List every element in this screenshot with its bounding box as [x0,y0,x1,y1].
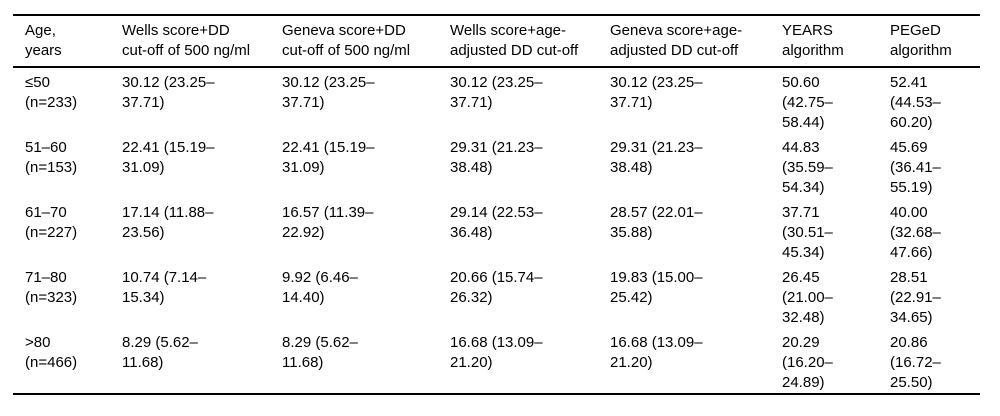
table-cell: 52.41 (44.53– 60.20) [890,74,941,131]
table-row: 61–70 (n=227) 17.14 (11.88– 23.56) 16.57… [13,198,980,263]
table-cell: 8.29 (5.62– 11.68) [122,334,198,371]
table-cell: 26.45 (21.00– 32.48) [782,269,833,326]
table-cell: 29.31 (21.23– 38.48) [450,139,543,176]
table-cell: 44.83 (35.59– 54.34) [782,139,833,196]
table-cell: 17.14 (11.88– 23.56) [122,204,214,241]
table-cell: 50.60 (42.75– 58.44) [782,74,833,131]
table-cell: 22.41 (15.19– 31.09) [122,139,215,176]
column-header-age: Age, years [13,15,110,68]
table-cell: 45.69 (36.41– 55.19) [890,139,941,196]
table-cell: 30.12 (23.25– 37.71) [450,74,543,111]
table-cell: 30.12 (23.25– 37.71) [122,74,215,111]
column-header-wells-age-adjusted: Wells score+age- adjusted DD cut-off [438,15,598,68]
table-cell: 30.12 (23.25– 37.71) [282,74,375,111]
table-cell: 28.57 (22.01– 35.88) [610,204,703,241]
column-header-pegd-algorithm: PEGeD algorithm [878,15,980,68]
column-header-years-algorithm: YEARS algorithm [770,15,878,68]
table-cell: 40.00 (32.68– 47.66) [890,204,941,261]
column-header-geneva-dd500: Geneva score+DD cut-off of 500 ng/ml [270,15,438,68]
table-cell: 30.12 (23.25– 37.71) [610,74,703,111]
row-header-age-group: 61–70 (n=227) [25,204,78,241]
table-cell: 20.86 (16.72– 25.50) [890,334,941,391]
results-table: Age, years Wells score+DD cut-off of 500… [13,14,980,395]
table-row: >80 (n=466) 8.29 (5.62– 11.68) 8.29 (5.6… [13,328,980,394]
table-row: 51–60 (n=153) 22.41 (15.19– 31.09) 22.41… [13,133,980,198]
table-cell: 20.66 (15.74– 26.32) [450,269,543,306]
table-cell: 10.74 (7.14– 15.34) [122,269,207,306]
column-header-geneva-age-adjusted: Geneva score+age- adjusted DD cut-off [598,15,770,68]
table-cell: 29.31 (21.23– 38.48) [610,139,703,176]
row-header-age-group: ≤50 (n=233) [25,74,78,111]
table-cell: 16.68 (13.09– 21.20) [610,334,703,371]
table-cell: 9.92 (6.46– 14.40) [282,269,358,306]
table-cell: 20.29 (16.20– 24.89) [782,334,833,391]
table-cell: 22.41 (15.19– 31.09) [282,139,375,176]
table-row: ≤50 (n=233) 30.12 (23.25– 37.71) 30.12 (… [13,67,980,133]
row-header-age-group: 71–80 (n=323) [25,269,78,306]
row-header-age-group: 51–60 (n=153) [25,139,78,176]
results-table-container: Age, years Wells score+DD cut-off of 500… [13,14,980,395]
column-header-wells-dd500: Wells score+DD cut-off of 500 ng/ml [110,15,270,68]
table-cell: 29.14 (22.53– 36.48) [450,204,543,241]
table-cell: 16.57 (11.39– 22.92) [282,204,374,241]
table-header-row: Age, years Wells score+DD cut-off of 500… [13,15,980,68]
table-cell: 8.29 (5.62– 11.68) [282,334,358,371]
table-cell: 37.71 (30.51– 45.34) [782,204,833,261]
table-row: 71–80 (n=323) 10.74 (7.14– 15.34) 9.92 (… [13,263,980,328]
row-header-age-group: >80 (n=466) [25,334,78,371]
table-cell: 16.68 (13.09– 21.20) [450,334,543,371]
table-cell: 28.51 (22.91– 34.65) [890,269,941,326]
table-cell: 19.83 (15.00– 25.42) [610,269,703,306]
